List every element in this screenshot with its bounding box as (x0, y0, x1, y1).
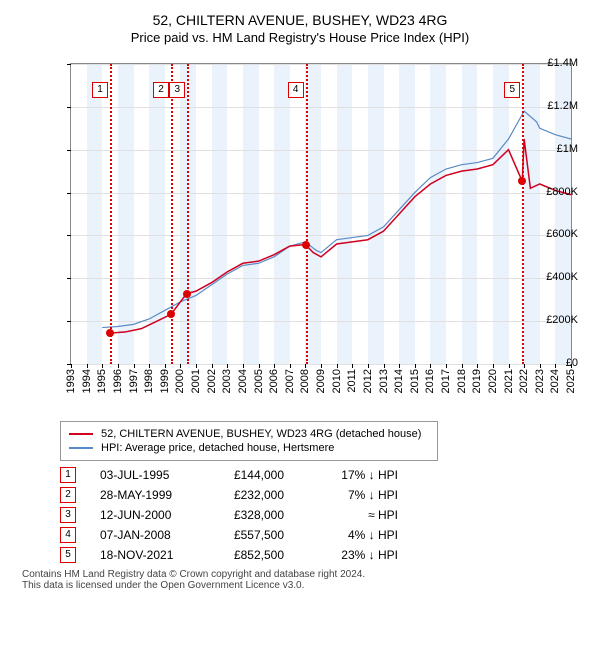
x-tick-label: 2014 (393, 369, 405, 393)
legend-swatch (69, 433, 93, 435)
footer-line-1: Contains HM Land Registry data © Crown c… (22, 569, 578, 580)
x-tick-label: 2016 (424, 369, 436, 393)
sale-hpi-diff: 4% ↓ HPI (308, 528, 398, 542)
sale-point-dot (518, 177, 526, 185)
x-tick-label: 2025 (565, 369, 577, 393)
x-tick-label: 2015 (409, 369, 421, 393)
sale-row: 2 28-MAY-1999 £232,000 7% ↓ HPI (60, 487, 570, 503)
sale-marker-box: 5 (504, 82, 520, 98)
x-tick-label: 2000 (174, 369, 186, 393)
x-tick-label: 1999 (159, 369, 171, 393)
sale-hpi-diff: 23% ↓ HPI (308, 548, 398, 562)
sale-date: 12-JUN-2000 (100, 508, 190, 522)
sale-index-box: 4 (60, 527, 76, 543)
sale-row: 5 18-NOV-2021 £852,500 23% ↓ HPI (60, 547, 570, 563)
y-tick-label: £600K (532, 228, 578, 240)
x-tick-label: 2009 (315, 369, 327, 393)
plot-area: 12345 (70, 63, 572, 365)
x-tick-label: 2022 (518, 369, 530, 393)
sale-price: £328,000 (214, 508, 284, 522)
y-tick-label: £1M (532, 143, 578, 155)
sale-vline (306, 64, 308, 364)
sale-price: £852,500 (214, 548, 284, 562)
sale-vline (187, 64, 189, 364)
footer-line-2: This data is licensed under the Open Gov… (22, 580, 578, 591)
x-tick-label: 2003 (221, 369, 233, 393)
sale-vline (110, 64, 112, 364)
legend: 52, CHILTERN AVENUE, BUSHEY, WD23 4RG (d… (60, 421, 438, 461)
x-tick-label: 2011 (346, 369, 358, 393)
x-tick-label: 2020 (487, 369, 499, 393)
x-tick-label: 1998 (143, 369, 155, 393)
sale-row: 4 07-JAN-2008 £557,500 4% ↓ HPI (60, 527, 570, 543)
sale-index-box: 5 (60, 547, 76, 563)
sale-point-dot (183, 290, 191, 298)
legend-item: 52, CHILTERN AVENUE, BUSHEY, WD23 4RG (d… (69, 428, 429, 440)
sale-row: 1 03-JUL-1995 £144,000 17% ↓ HPI (60, 467, 570, 483)
x-tick-label: 2018 (456, 369, 468, 393)
sale-date: 03-JUL-1995 (100, 468, 190, 482)
sale-marker-box: 3 (169, 82, 185, 98)
sales-table: 1 03-JUL-1995 £144,000 17% ↓ HPI 2 28-MAY-199… (60, 467, 570, 563)
y-tick-label: £400K (532, 271, 578, 283)
sale-price: £557,500 (214, 528, 284, 542)
legend-label: 52, CHILTERN AVENUE, BUSHEY, WD23 4RG (d… (101, 428, 421, 440)
sale-row: 3 12-JUN-2000 £328,000 ≈ HPI (60, 507, 570, 523)
sale-date: 28-MAY-1999 (100, 488, 190, 502)
x-tick-label: 2010 (331, 369, 343, 393)
x-tick-label: 2008 (299, 369, 311, 393)
x-tick-label: 1996 (112, 369, 124, 393)
sale-index-box: 3 (60, 507, 76, 523)
sale-index-box: 2 (60, 487, 76, 503)
x-tick-label: 1993 (65, 369, 77, 393)
sale-marker-box: 1 (92, 82, 108, 98)
sale-date: 07-JAN-2008 (100, 528, 190, 542)
x-tick-label: 1997 (128, 369, 140, 393)
sale-price: £144,000 (214, 468, 284, 482)
series-line (110, 139, 571, 333)
y-tick-label: £800K (532, 186, 578, 198)
y-tick-label: £1.2M (532, 100, 578, 112)
sale-point-dot (106, 329, 114, 337)
sale-marker-box: 4 (288, 82, 304, 98)
sale-point-dot (302, 241, 310, 249)
x-tick-label: 2004 (237, 369, 249, 393)
legend-label: HPI: Average price, detached house, Hert… (101, 442, 334, 454)
sale-hpi-diff: ≈ HPI (308, 508, 398, 522)
legend-item: HPI: Average price, detached house, Hert… (69, 442, 429, 454)
x-tick-label: 2024 (549, 369, 561, 393)
sale-point-dot (167, 310, 175, 318)
x-tick-label: 2007 (284, 369, 296, 393)
chart-container: 12345 £0£200K£400K£600K£800K£1M£1.2M£1.4… (20, 53, 580, 413)
footer-attribution: Contains HM Land Registry data © Crown c… (22, 569, 578, 591)
x-tick-label: 1995 (96, 369, 108, 393)
sale-marker-box: 2 (153, 82, 169, 98)
x-tick-label: 2012 (362, 369, 374, 393)
x-tick-label: 2013 (378, 369, 390, 393)
line-series-svg (71, 64, 571, 364)
x-tick-label: 2017 (440, 369, 452, 393)
y-tick-label: £0 (532, 357, 578, 369)
x-tick-label: 1994 (81, 369, 93, 393)
x-tick-label: 2023 (534, 369, 546, 393)
sale-index-box: 1 (60, 467, 76, 483)
chart-subtitle: Price paid vs. HM Land Registry's House … (10, 30, 590, 45)
x-tick-label: 2002 (206, 369, 218, 393)
x-tick-label: 2019 (471, 369, 483, 393)
sale-hpi-diff: 17% ↓ HPI (308, 468, 398, 482)
legend-swatch (69, 447, 93, 449)
sale-hpi-diff: 7% ↓ HPI (308, 488, 398, 502)
x-tick-label: 2005 (253, 369, 265, 393)
x-tick-label: 2021 (503, 369, 515, 393)
x-tick-label: 2006 (268, 369, 280, 393)
y-tick-label: £200K (532, 314, 578, 326)
sale-price: £232,000 (214, 488, 284, 502)
sale-vline (522, 64, 524, 364)
x-tick-label: 2001 (190, 369, 202, 393)
y-tick-label: £1.4M (532, 57, 578, 69)
sale-date: 18-NOV-2021 (100, 548, 190, 562)
chart-title: 52, CHILTERN AVENUE, BUSHEY, WD23 4RG (10, 12, 590, 28)
sale-vline (171, 64, 173, 364)
